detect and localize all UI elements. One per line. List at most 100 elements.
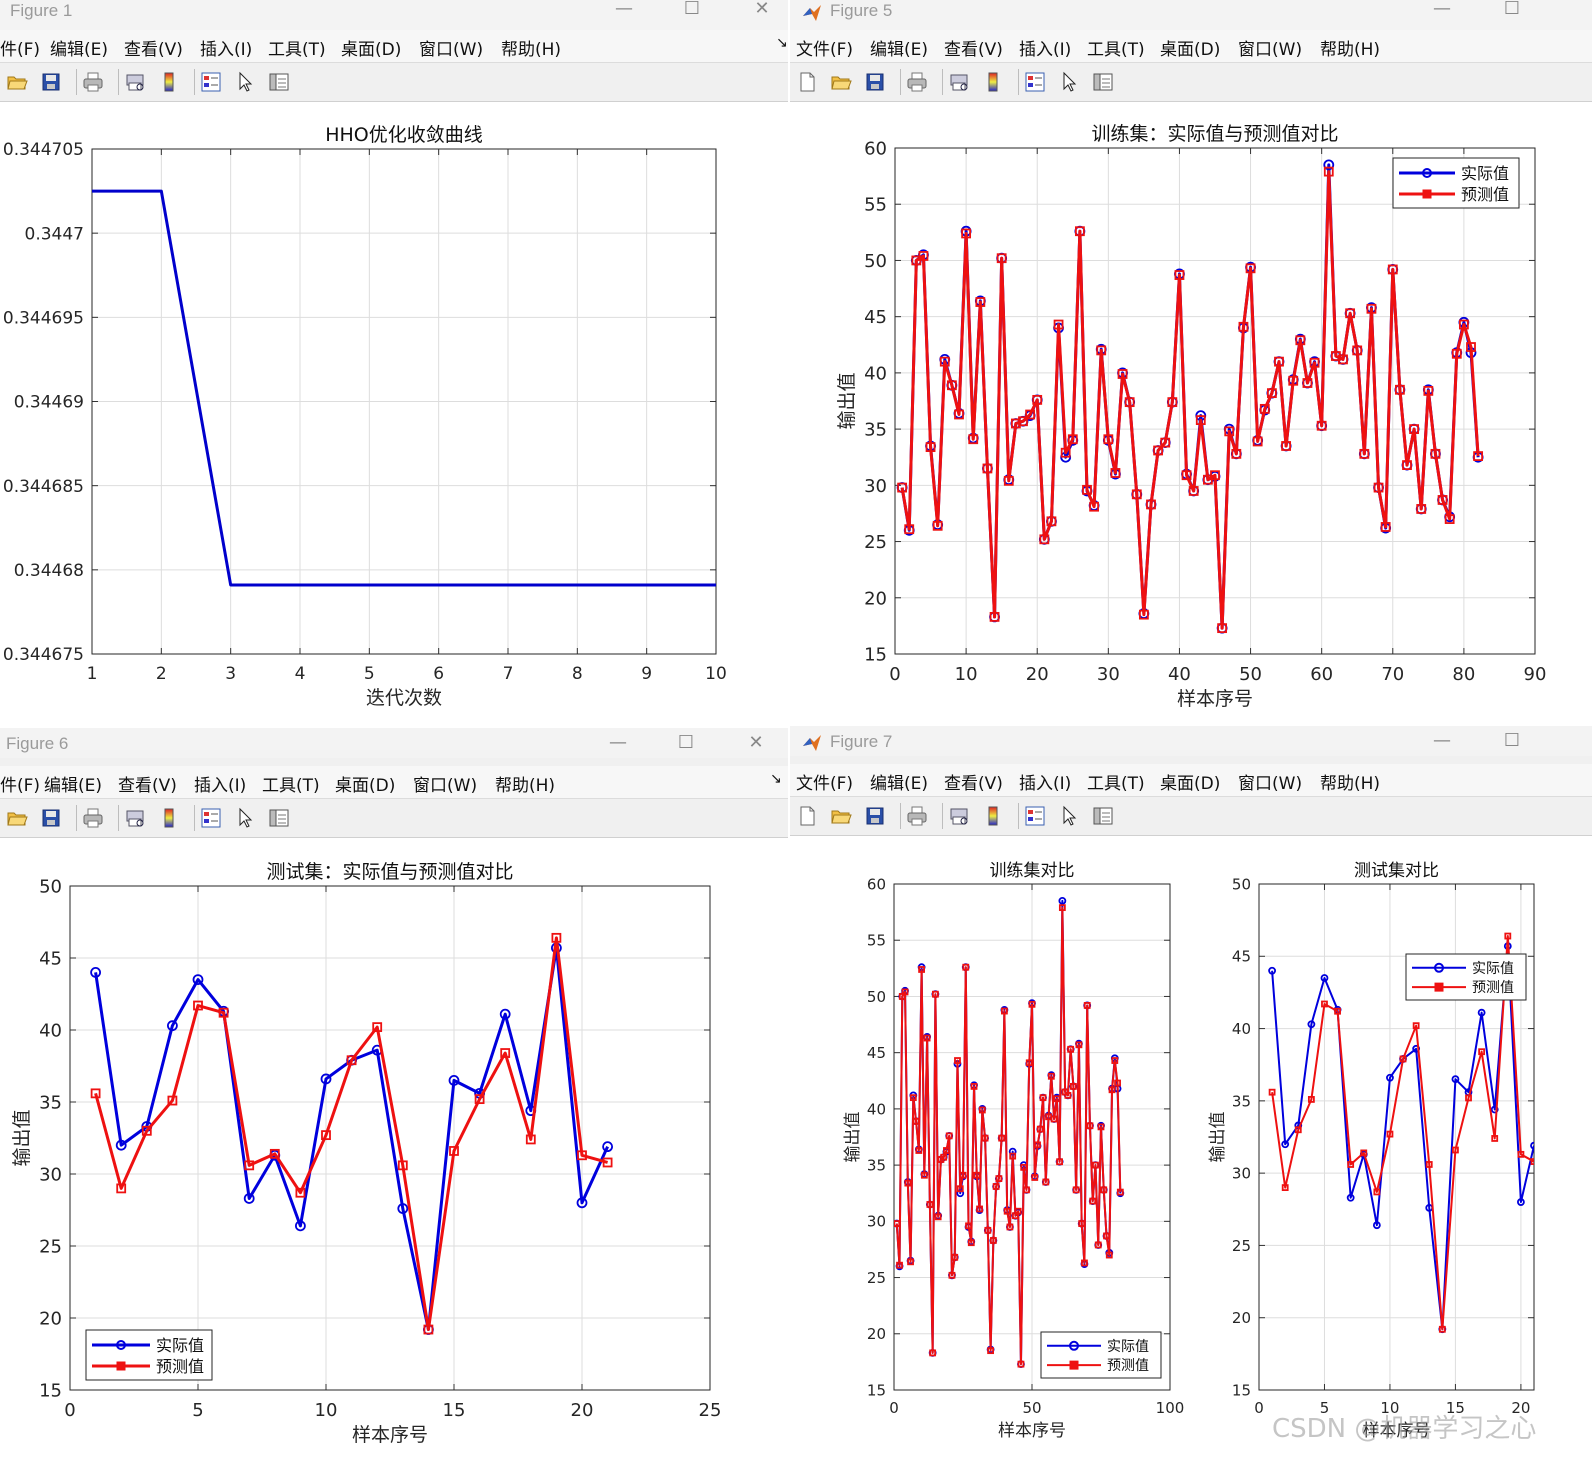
minimize-icon[interactable]: —: [1433, 0, 1451, 19]
menu-help[interactable]: 帮助(H): [501, 40, 562, 60]
y-tick-label: 35: [1232, 1092, 1251, 1110]
save-icon[interactable]: [40, 71, 62, 93]
dock-arrow-icon[interactable]: ↘: [770, 771, 782, 787]
menu-help[interactable]: 帮助(H): [495, 776, 556, 796]
save-icon[interactable]: [40, 807, 62, 829]
open-folder-icon[interactable]: [830, 71, 852, 93]
legend-icon[interactable]: [1024, 71, 1046, 93]
menu-insert[interactable]: 插入(I): [1019, 774, 1072, 794]
new-file-icon[interactable]: [796, 805, 818, 827]
menu-tools[interactable]: 工具(T): [262, 776, 320, 796]
menu-view[interactable]: 查看(V): [944, 774, 1003, 794]
maximize-icon[interactable]: ☐: [1503, 0, 1521, 19]
property-panel-icon[interactable]: [268, 807, 290, 829]
menu-insert[interactable]: 插入(I): [194, 776, 247, 796]
menu-view[interactable]: 查看(V): [118, 776, 177, 796]
print-icon[interactable]: [82, 807, 104, 829]
menu-edit[interactable]: 编辑(E): [44, 776, 103, 796]
save-icon[interactable]: [864, 71, 886, 93]
menu-window[interactable]: 窗口(W): [413, 776, 478, 796]
menu-desktop[interactable]: 桌面(D): [1160, 40, 1221, 60]
menu-help[interactable]: 帮助(H): [1320, 774, 1381, 794]
maximize-icon[interactable]: ☐: [1503, 730, 1521, 751]
save-icon[interactable]: [864, 805, 886, 827]
y-tick-label: 25: [864, 532, 887, 553]
menu-window[interactable]: 窗口(W): [1238, 774, 1303, 794]
legend-icon[interactable]: [200, 71, 222, 93]
menu-file[interactable]: 件(F): [0, 776, 41, 796]
title-bar[interactable]: Figure 7 — ☐: [790, 726, 1592, 756]
open-folder-icon[interactable]: [6, 807, 28, 829]
colorbar-icon[interactable]: [982, 71, 1004, 93]
property-panel-icon[interactable]: [1092, 71, 1114, 93]
pointer-icon[interactable]: [1058, 805, 1080, 827]
y-tick-label: 40: [867, 1100, 886, 1118]
print-icon[interactable]: [82, 71, 104, 93]
pointer-icon[interactable]: [234, 71, 256, 93]
maximize-icon[interactable]: ☐: [677, 732, 695, 753]
y-tick-label: 15: [867, 1381, 886, 1399]
menu-desktop[interactable]: 桌面(D): [341, 40, 402, 60]
print-preview-icon[interactable]: [124, 807, 146, 829]
print-icon[interactable]: [906, 805, 928, 827]
colorbar-icon[interactable]: [158, 71, 180, 93]
menu-desktop[interactable]: 桌面(D): [335, 776, 396, 796]
print-preview-icon[interactable]: [948, 71, 970, 93]
minimize-icon[interactable]: —: [615, 0, 633, 19]
legend-icon[interactable]: [200, 807, 222, 829]
menu-edit[interactable]: 编辑(E): [50, 40, 109, 60]
colorbar-icon[interactable]: [158, 807, 180, 829]
menu-tools[interactable]: 工具(T): [1087, 774, 1145, 794]
print-icon[interactable]: [906, 71, 928, 93]
predicted-point: [981, 1134, 989, 1142]
predicted-point: [1105, 1251, 1113, 1259]
predicted-point: [1360, 1149, 1368, 1157]
predicted-point: [1023, 1186, 1030, 1194]
close-icon[interactable]: ✕: [754, 0, 770, 19]
menu-file[interactable]: 件(F): [0, 40, 41, 60]
menu-view[interactable]: 查看(V): [944, 40, 1003, 60]
title-bar[interactable]: Figure 1 — ☐ ✕: [0, 0, 788, 30]
predicted-point: [1473, 451, 1484, 461]
menu-window[interactable]: 窗口(W): [1238, 40, 1303, 60]
new-file-icon[interactable]: [796, 71, 818, 93]
colorbar-icon[interactable]: [982, 805, 1004, 827]
predicted-point: [1050, 1115, 1058, 1123]
title-bar[interactable]: Figure 5 — ☐: [790, 0, 1592, 30]
axes-box: [69, 885, 711, 1391]
menu-file[interactable]: 文件(F): [796, 40, 854, 60]
close-icon[interactable]: ✕: [748, 732, 764, 753]
menu-insert[interactable]: 插入(I): [200, 40, 253, 60]
maximize-icon[interactable]: ☐: [683, 0, 701, 19]
legend-icon[interactable]: [1024, 805, 1046, 827]
menu-insert[interactable]: 插入(I): [1019, 40, 1072, 60]
open-folder-icon[interactable]: [830, 805, 852, 827]
menu-file[interactable]: 文件(F): [796, 774, 854, 794]
menu-tools[interactable]: 工具(T): [268, 40, 326, 60]
y-tick-label: 20: [39, 1308, 62, 1329]
dock-arrow-icon[interactable]: ↘: [776, 35, 788, 51]
open-folder-icon[interactable]: [6, 71, 28, 93]
minimize-icon[interactable]: —: [609, 732, 627, 753]
predicted-point: [1075, 1041, 1083, 1049]
menu-help[interactable]: 帮助(H): [1320, 40, 1381, 60]
print-preview-icon[interactable]: [124, 71, 146, 93]
print-preview-icon[interactable]: [948, 805, 970, 827]
minimize-icon[interactable]: —: [1433, 730, 1451, 751]
legend-box: [85, 1329, 213, 1381]
title-bar[interactable]: Figure 6 — ☐ ✕: [0, 728, 788, 758]
menu-edit[interactable]: 编辑(E): [870, 40, 929, 60]
predicted-point: [116, 1183, 127, 1194]
menu-tools[interactable]: 工具(T): [1087, 40, 1145, 60]
property-panel-icon[interactable]: [268, 71, 290, 93]
pointer-icon[interactable]: [234, 807, 256, 829]
property-panel-icon[interactable]: [1092, 805, 1114, 827]
pointer-icon[interactable]: [1058, 71, 1080, 93]
menu-window[interactable]: 窗口(W): [419, 40, 484, 60]
menu-bar: 文件(F) 编辑(E) 查看(V) 插入(I) 工具(T) 桌面(D) 窗口(W…: [790, 30, 1592, 63]
menu-desktop[interactable]: 桌面(D): [1160, 774, 1221, 794]
menu-view[interactable]: 查看(V): [124, 40, 183, 60]
x-axis-label: 样本序号: [998, 1421, 1066, 1441]
menu-edit[interactable]: 编辑(E): [870, 774, 929, 794]
